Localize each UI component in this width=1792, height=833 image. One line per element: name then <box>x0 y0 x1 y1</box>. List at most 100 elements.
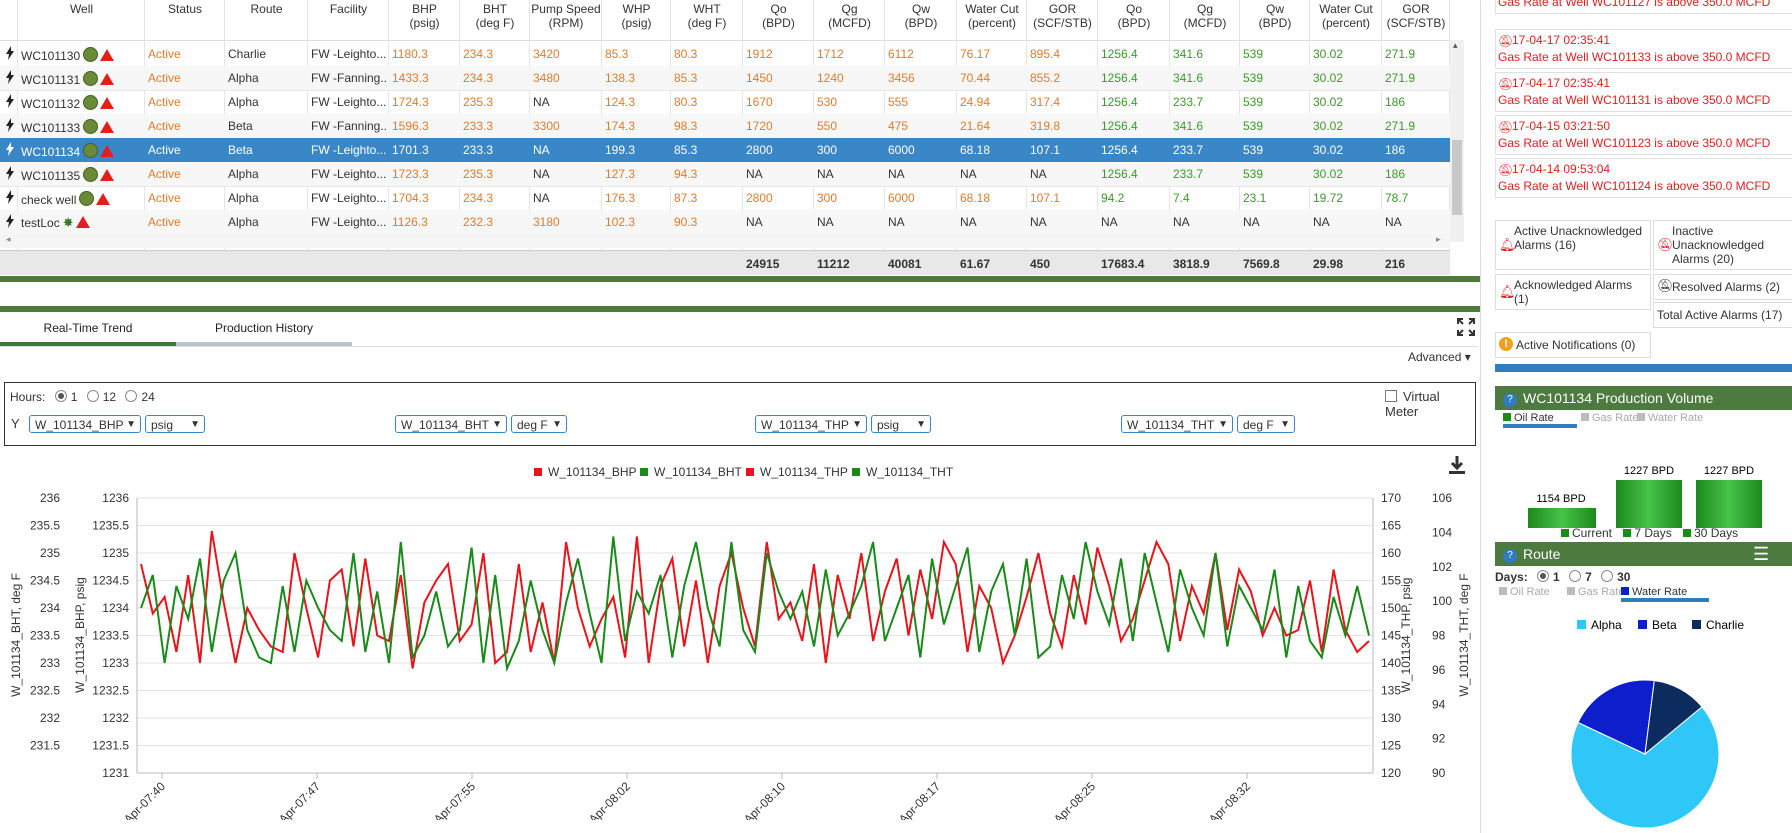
lightning-icon[interactable] <box>6 46 14 60</box>
column-header[interactable]: WHT (deg F) <box>671 2 743 30</box>
vertical-scroll-thumb[interactable] <box>1452 140 1462 215</box>
column-header[interactable]: Qo (BPD) <box>743 2 814 30</box>
table-cell: 78.7 <box>1385 191 1448 205</box>
column-header[interactable]: Water Cut (percent) <box>957 2 1027 30</box>
table-cell[interactable]: testLoc ✸ <box>21 215 143 231</box>
tab-production-history[interactable]: Production History <box>176 318 352 346</box>
y-tag-select[interactable]: W_101134_THT ▼ <box>1121 415 1233 433</box>
warning-icon[interactable] <box>100 169 115 181</box>
horizontal-scrollbar[interactable]: ◂ ▸ <box>0 234 1450 248</box>
warning-icon[interactable] <box>100 49 115 61</box>
download-icon[interactable] <box>1446 454 1468 476</box>
column-header[interactable]: BHP (psig) <box>389 2 460 30</box>
pie-slice[interactable] <box>1644 680 1703 756</box>
table-cell[interactable]: WC101133 <box>21 119 143 135</box>
lightning-icon[interactable] <box>6 118 14 132</box>
y-unit-select[interactable]: psig ▼ <box>145 415 205 433</box>
column-header[interactable]: Qw (BPD) <box>1240 2 1310 30</box>
warning-icon[interactable] <box>100 121 115 133</box>
alarm-item[interactable]: 🔕︎ 17-04-15 03:21:50 Gas Rate at Well WC10… <box>1495 115 1792 155</box>
table-cell[interactable]: WC101135 <box>21 167 143 183</box>
help-icon[interactable]: ? <box>1503 549 1517 563</box>
tab-gas-rate[interactable]: Gas Rate <box>1581 412 1638 424</box>
pie-slice[interactable] <box>1577 679 1655 755</box>
alarm-item[interactable]: 🔕︎ 17-04-14 09:53:04 Gas Rate at Well WC10… <box>1495 158 1792 198</box>
y-unit-select[interactable]: deg F ▼ <box>511 415 567 433</box>
table-row[interactable]: WC101135 Active Alpha FW -Leighto... 1723.3 2… <box>0 162 1450 187</box>
scroll-right-icon[interactable]: ▸ <box>1436 234 1441 244</box>
tab-oil-rate[interactable]: Oil Rate <box>1503 412 1577 428</box>
table-cell[interactable]: WC101131 <box>21 71 143 87</box>
acknowledged-alarms-box[interactable]: 🔔︎ Acknowledged Alarms (1) <box>1495 274 1651 310</box>
table-row[interactable]: WC101133 Active Beta FW -Fanning... 1596.3 23… <box>0 114 1450 139</box>
days-radio-7[interactable] <box>1569 570 1582 582</box>
table-row[interactable]: WC101134 Active Beta FW -Leighto... 1701.3 23… <box>0 138 1450 163</box>
tab-oil-rate[interactable]: Oil Rate <box>1499 586 1550 598</box>
column-header[interactable]: Route <box>225 2 308 16</box>
column-header[interactable]: Water Cut (percent) <box>1310 2 1382 30</box>
warning-icon[interactable] <box>100 97 115 109</box>
virtual-meter[interactable]: Virtual Meter <box>1385 389 1475 419</box>
active-notifications-box[interactable]: ! Active Notifications (0) <box>1495 332 1651 358</box>
column-header[interactable]: Qw (BPD) <box>885 2 957 30</box>
virtual-meter-checkbox[interactable] <box>1385 390 1397 402</box>
lightning-icon[interactable] <box>6 190 14 204</box>
hours-radio-1[interactable] <box>54 390 67 402</box>
column-header[interactable]: WHP (psig) <box>602 2 671 30</box>
column-header[interactable]: Qg (MCFD) <box>1170 2 1240 30</box>
warning-icon[interactable] <box>100 73 115 85</box>
warning-icon[interactable] <box>96 193 111 205</box>
column-header[interactable]: Qg (MCFD) <box>814 2 885 30</box>
y-unit-select[interactable]: deg F ▼ <box>1237 415 1295 433</box>
tab-water-rate[interactable]: Water Rate <box>1621 586 1709 602</box>
lightning-icon[interactable] <box>6 70 14 84</box>
y-tag-select[interactable]: W_101134_THP ▼ <box>755 415 867 433</box>
help-icon[interactable]: ? <box>1503 393 1517 407</box>
total-active-alarms-box[interactable]: Total Active Alarms (17) <box>1653 302 1792 328</box>
y-unit-select[interactable]: psig ▼ <box>871 415 931 433</box>
scroll-up-icon[interactable]: ▴ <box>1453 40 1458 50</box>
lightning-icon[interactable] <box>6 142 14 156</box>
lightning-icon[interactable] <box>6 214 14 228</box>
table-cell[interactable]: WC101130 <box>21 47 143 63</box>
active-unack-alarms-box[interactable]: 🔔︎ Active Unacknowledged Alarms (16) <box>1495 220 1651 270</box>
tab-realtime-trend[interactable]: Real-Time Trend <box>0 318 176 346</box>
table-cell[interactable]: check well <box>21 191 143 207</box>
resolved-alarms-box[interactable]: 🔕︎ Resolved Alarms (2) <box>1653 274 1792 300</box>
table-row[interactable]: check well Active Alpha FW -Leighto... 1704.… <box>0 186 1450 211</box>
scroll-left-icon[interactable]: ◂ <box>6 234 11 244</box>
warning-icon[interactable] <box>100 145 115 157</box>
y-tag-select[interactable]: W_101134_BHT ▼ <box>395 415 507 433</box>
y-tag-select[interactable]: W_101134_BHP ▼ <box>29 415 141 433</box>
column-header[interactable]: GOR (SCF/STB) <box>1382 2 1450 30</box>
table-row[interactable]: WC101131 Active Alpha FW -Fanning... 1433.3 2… <box>0 66 1450 91</box>
table-row[interactable]: testLoc ✸ Active Alpha FW -Leighto... 1126.3 2… <box>0 210 1450 235</box>
column-header[interactable]: Pump Speed (RPM) <box>530 2 602 30</box>
column-header[interactable]: GOR (SCF/STB) <box>1027 2 1098 30</box>
advanced-dropdown[interactable]: Advanced ▾ <box>1408 350 1471 364</box>
lightning-icon[interactable] <box>6 94 14 108</box>
warning-icon[interactable] <box>75 216 90 228</box>
tab-gas-rate[interactable]: Gas Rate <box>1567 586 1624 598</box>
menu-icon[interactable]: ☰ <box>1753 544 1770 564</box>
inactive-unack-alarms-box[interactable]: 🔕︎ Inactive Unacknowledged Alarms (20) <box>1653 220 1792 270</box>
hours-radio-24[interactable] <box>125 390 138 402</box>
days-radio-30[interactable] <box>1601 570 1614 582</box>
column-header[interactable]: Status <box>145 2 225 16</box>
expand-icon[interactable] <box>1456 317 1476 337</box>
tab-water-rate[interactable]: Water Rate <box>1637 412 1703 424</box>
column-header[interactable]: Facility <box>308 2 389 16</box>
days-radio-1[interactable] <box>1537 570 1550 582</box>
column-header[interactable]: BHT (deg F) <box>460 2 530 30</box>
column-header[interactable]: Qo (BPD) <box>1098 2 1170 30</box>
hours-radio-12[interactable] <box>86 390 99 402</box>
lightning-icon[interactable] <box>6 166 14 180</box>
column-header[interactable]: Well <box>18 2 145 16</box>
table-row[interactable]: WC101130 Active Charlie FW -Leighto... 1180.… <box>0 42 1450 67</box>
table-cell[interactable]: WC101134 <box>21 143 143 159</box>
table-cell[interactable]: WC101132 <box>21 95 143 111</box>
table-row[interactable]: WC101132 Active Alpha FW -Leighto... 1724.3 2… <box>0 90 1450 115</box>
